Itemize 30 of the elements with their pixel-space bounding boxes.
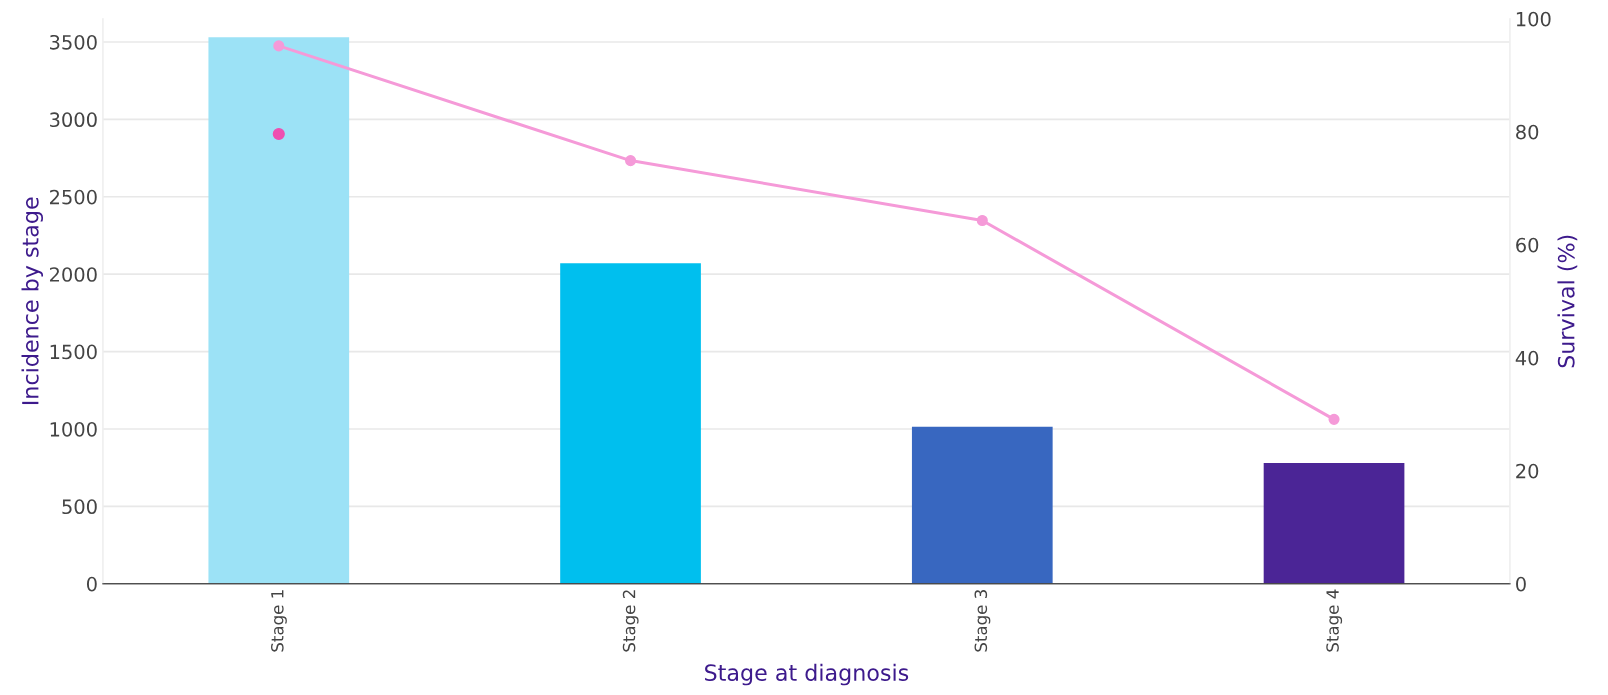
x-tick-label: Stage 3 bbox=[974, 590, 991, 652]
y-tick-label: 2000 bbox=[49, 267, 97, 282]
point bbox=[272, 127, 285, 141]
y2-tick-label: 40 bbox=[1515, 350, 1539, 366]
point bbox=[976, 214, 988, 227]
point bbox=[1328, 413, 1340, 425]
bar bbox=[560, 263, 701, 584]
y2-tick-label: 80 bbox=[1516, 124, 1539, 140]
y-tick-label: 3500 bbox=[50, 34, 97, 50]
y-axis-title: Incidence by stage bbox=[21, 197, 44, 405]
x-tick-label: Stage 2 bbox=[622, 590, 639, 652]
y2-tick-label: 100 bbox=[1516, 11, 1551, 27]
y-tick-label: 2500 bbox=[49, 189, 97, 205]
y-tick-label: 0 bbox=[86, 576, 97, 592]
x-tick-label: Stage 4 bbox=[1326, 589, 1343, 652]
bar bbox=[911, 426, 1053, 584]
y-tick-label: 1000 bbox=[50, 421, 97, 437]
point bbox=[624, 155, 637, 167]
y-tick-label: 500 bbox=[62, 499, 97, 515]
bar bbox=[208, 37, 350, 584]
y2-tick-label: 20 bbox=[1516, 463, 1539, 479]
point bbox=[273, 40, 285, 52]
y2-tick-label: 0 bbox=[1516, 576, 1526, 592]
x-axis-title: Stage at diagnosis bbox=[705, 663, 909, 686]
x-tick-label: Stage 1 bbox=[271, 590, 287, 652]
y2-tick-label: 60 bbox=[1516, 237, 1539, 253]
y-tick-label: 1500 bbox=[50, 344, 97, 360]
bar bbox=[1263, 463, 1405, 584]
y2-axis-title: Survival (%) bbox=[1557, 235, 1578, 368]
y-tick-label: 3000 bbox=[50, 112, 97, 128]
